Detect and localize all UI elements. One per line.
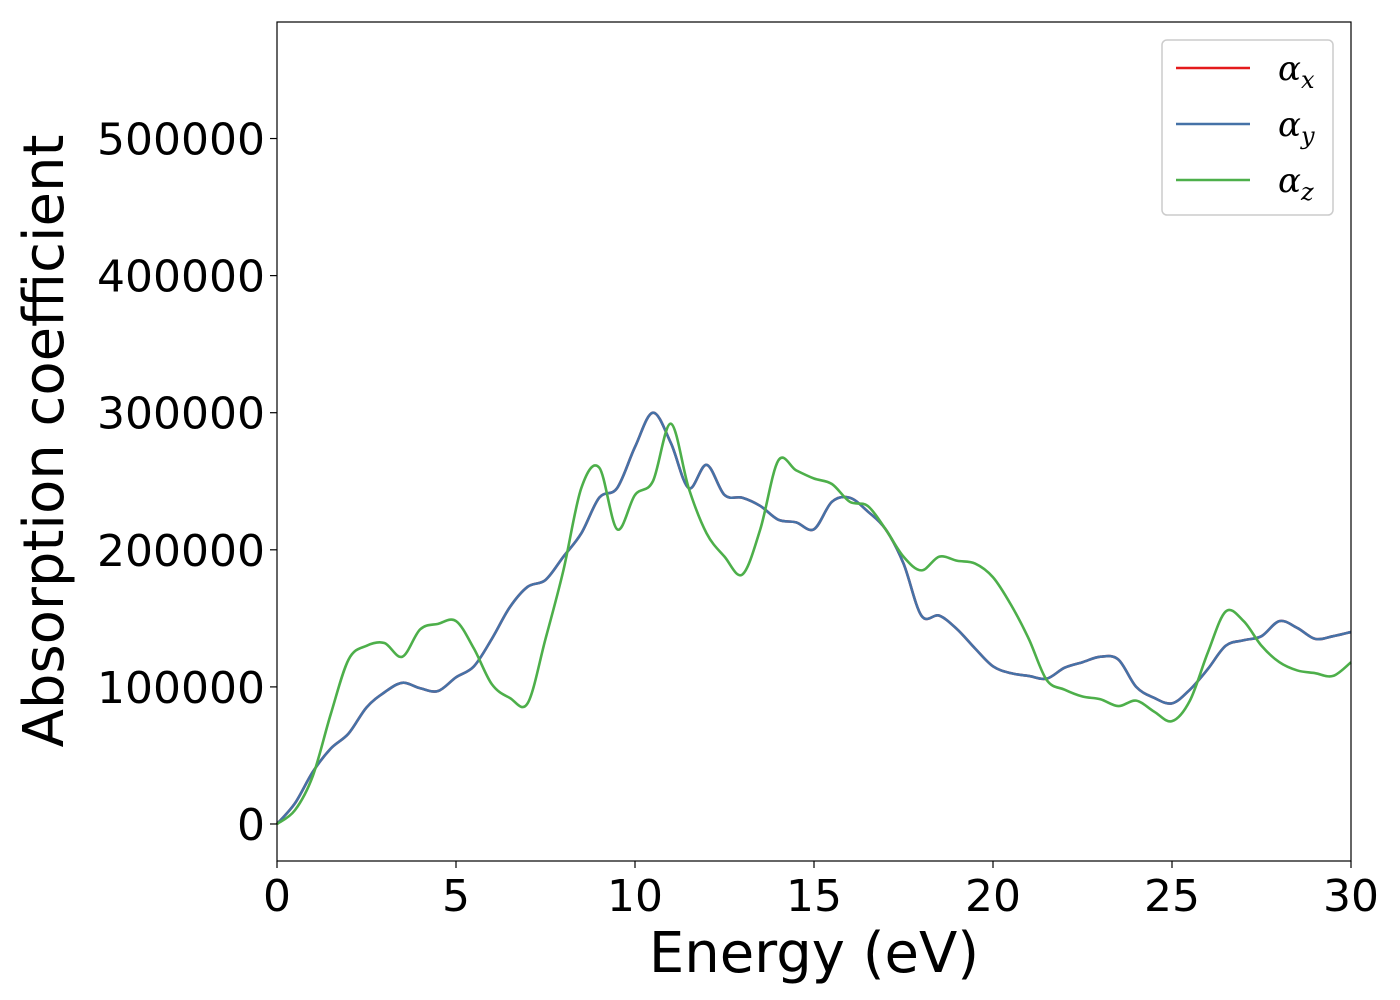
- x-tick-label: 5: [442, 871, 470, 922]
- x-tick-label: 15: [786, 871, 842, 922]
- y-tick-label: 500000: [97, 115, 265, 166]
- x-axis-ticks: 0 5 10 15 20 25 30: [263, 861, 1379, 922]
- y-tick-label: 200000: [97, 526, 265, 577]
- x-tick-label: 10: [607, 871, 663, 922]
- series-line-z: [276, 422, 1352, 826]
- y-tick-label: 0: [237, 800, 265, 851]
- series-line-y: [276, 411, 1352, 825]
- x-axis-label: Energy (eV): [649, 921, 979, 986]
- x-tick-label: 20: [965, 871, 1021, 922]
- x-tick-label: 0: [263, 871, 291, 922]
- y-axis-label: Absorption coefficient: [12, 135, 77, 748]
- series-layer: [276, 411, 1352, 826]
- x-tick-label: 25: [1144, 871, 1200, 922]
- y-tick-label: 400000: [97, 252, 265, 303]
- y-tick-label: 300000: [97, 389, 265, 440]
- x-tick-label: 30: [1323, 871, 1379, 922]
- y-tick-label: 100000: [97, 663, 265, 714]
- y-axis-ticks: 0 100000 200000 300000 400000 500000: [97, 115, 277, 851]
- legend-box: [1161, 39, 1334, 216]
